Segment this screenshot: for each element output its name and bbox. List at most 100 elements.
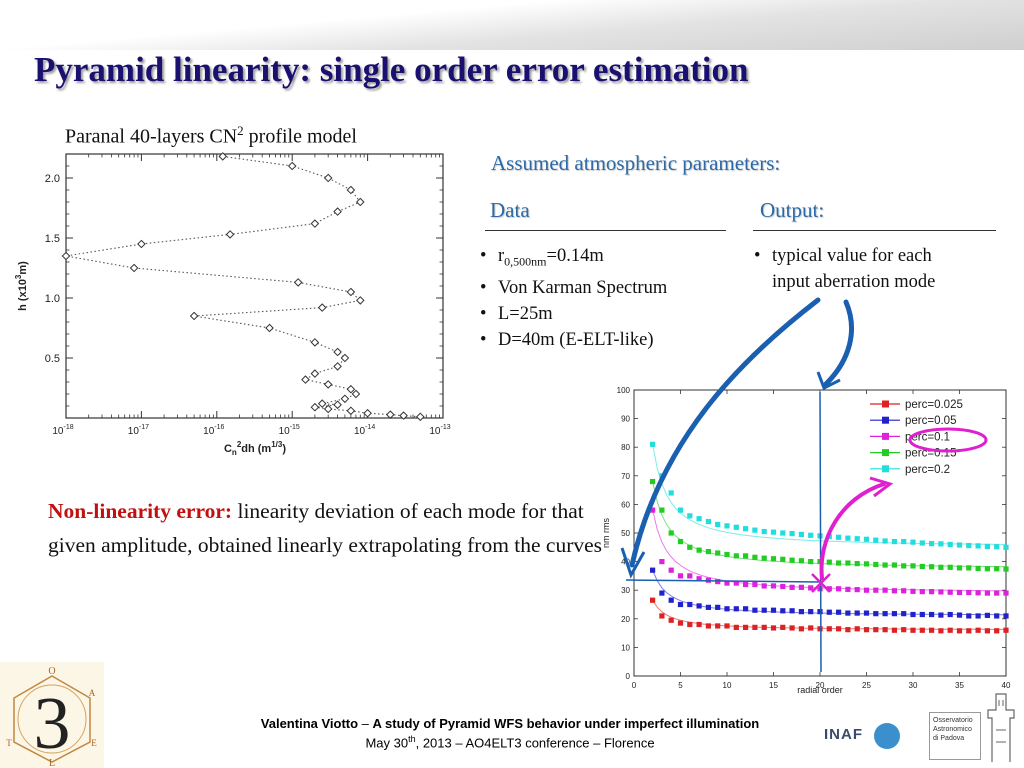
observatory-tower-icon [987,693,1015,762]
cn2-data-point [189,311,199,321]
err-data-point [929,627,935,633]
err-data-point [882,538,888,544]
err-data-point [668,530,674,536]
err-y-tick-labels: 0 10 20 30 40 50 60 70 80 90 100 [617,386,631,681]
oapd-logo-text: Osservatorio Astronomico di Padova [933,716,973,743]
err-data-point [826,559,832,565]
err-data-point [984,628,990,634]
err-data-point [984,590,990,596]
err-data-point [650,441,656,447]
cn2-x-tick-exponent: -14 [365,424,375,431]
err-data-point [919,589,925,595]
cn2-xlabel-mid: dh (m [241,443,271,455]
r0-subscript: 0,500nm [504,254,547,269]
err-data-point [845,610,851,616]
err-data-point [733,553,739,559]
err-data-point [863,627,870,633]
err-x-tick-label: 30 [909,681,918,690]
err-data-point [733,624,739,630]
cn2-xlabel-sub: n [232,448,237,457]
cn2-data-point [415,412,425,422]
err-legend-label: perc=0.1 [905,431,950,443]
cn2-y-axis-title: h (x103m) [14,261,29,311]
cn2-y-tick-label: 0.5 [45,353,60,365]
err-data-point [956,628,963,634]
cn2-data-point [323,173,333,183]
err-data-point [677,538,684,545]
err-legend-marker [882,432,889,440]
err-data-point [901,611,907,617]
data-heading: Data [490,198,530,222]
err-data-point [947,611,953,618]
err-data-point [854,561,860,567]
err-data-point [743,624,749,630]
output-divider [753,230,996,231]
cn2-x-tick-base: 10 [52,426,64,437]
oapd-logo-frame [929,712,981,760]
cn2-xlabel-sup2: 1/3 [271,440,283,449]
err-data-point [687,621,693,628]
err-data-point [724,551,730,558]
err-data-point [956,589,963,596]
cn2-data-point [340,353,350,363]
err-data-point [845,535,851,541]
err-data-point [761,555,767,561]
err-data-point [891,627,897,633]
err-data-point [677,507,684,513]
err-data-point [705,518,711,525]
err-data-point [873,587,879,593]
cn2-data-point [225,230,235,239]
err-data-point [910,611,916,618]
err-data-point [817,559,823,565]
data-item: L=25m [478,301,667,327]
err-data-point [901,627,907,633]
footer-date-sup: th [408,734,416,744]
err-x-tick-label: 0 [632,681,637,690]
err-data-point [743,581,749,588]
err-data-point [836,560,842,566]
err-data-point [789,530,795,537]
err-data-point [770,583,777,589]
err-data-point [891,538,897,545]
err-data-point [650,478,656,485]
err-y-axis-title: nm rms [601,518,611,548]
caption-superscript: 2 [237,123,244,138]
cn2-data-points [61,152,425,422]
err-data-point [770,607,777,613]
cn2-x-tick-exponent: -18 [64,424,74,431]
cn2-data-point [310,219,320,228]
nonlinearity-definition: Non-linearity error: linearity deviation… [48,494,608,562]
cn2-data-point [323,380,333,389]
nonlinearity-text: linearity deviation of each mode for tha… [48,499,603,557]
err-data-point [752,624,758,630]
err-legend: perc=0.025 perc=0.05 perc=0.1 perc=0.15 perc… [862,394,1002,480]
err-data-point [808,625,814,631]
cn2-x-tick-base: 10 [279,426,291,437]
cn2-data-point [287,161,297,171]
err-data-point [882,611,888,617]
data-item-r0: r0,500nm=0.14m [478,243,667,275]
err-data-point [808,609,814,615]
cn2-data-point [385,410,395,419]
cn2-data-point [218,152,228,161]
err-y-tick-label: 70 [621,472,630,481]
cn2-x-tick-exponent: -17 [139,424,149,431]
err-y-tick-label: 60 [621,500,630,509]
err-x-axis-title: radial order [797,685,843,695]
err-data-point [836,534,842,540]
err-data-point [836,586,842,592]
err-data-point [845,627,851,633]
err-y-tick-label: 0 [626,672,631,681]
err-legend-marker [882,400,889,408]
err-data-point [891,562,897,568]
err-data-point [696,547,702,553]
cn2-data-point [399,411,408,420]
cn2-x-tick-base: 10 [354,426,366,437]
cn2-x-tick-label: 10-18 [52,424,73,437]
cn2-xlabel-post: ) [282,443,286,455]
err-x-tick-label: 20 [816,681,825,690]
err-data-point [770,529,777,535]
cn2-ylabel-post: m) [17,261,29,275]
output-heading: Output: [760,198,825,222]
cn2-y-tick-labels: 0.5 1.0 1.5 2.0 [45,173,60,365]
